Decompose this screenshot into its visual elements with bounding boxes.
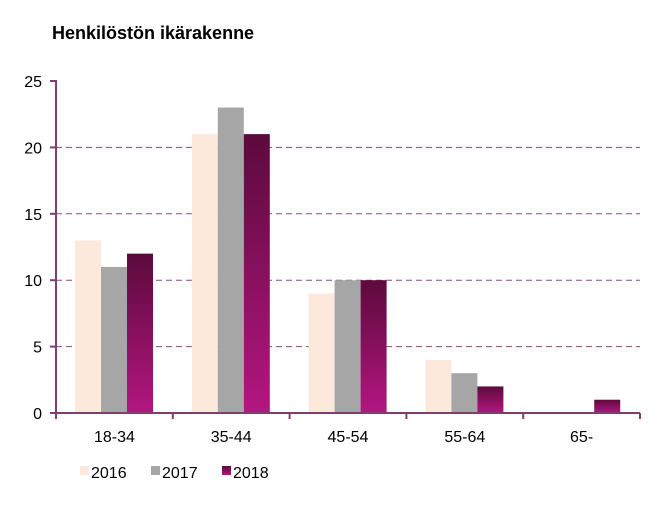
bar-2016-35-44: [191, 134, 218, 413]
bar-2017-35-44: [217, 107, 244, 413]
x-tick-label: 55-64: [444, 429, 485, 446]
y-tick-label: 0: [33, 406, 42, 423]
y-tick-label: 15: [24, 207, 42, 224]
legend-swatch-2018: [222, 466, 231, 475]
bar-2016-55-64: [425, 359, 452, 413]
bar-2017-18-34: [101, 266, 127, 413]
bar-2016-18-34: [75, 240, 101, 413]
legend: 2016 2017 2018: [80, 465, 269, 482]
x-tick-label: 35-44: [211, 429, 252, 446]
legend-swatch-2017: [151, 466, 160, 475]
y-tick-label: 10: [24, 273, 42, 290]
bar-2017-45-54: [334, 280, 361, 413]
legend-label-2018: 2018: [233, 465, 269, 482]
x-tick-label: 18-34: [94, 429, 135, 446]
bar-2018-45-54: [360, 280, 387, 413]
y-tick-label: 20: [24, 140, 42, 157]
bar-2018-35-44: [243, 134, 270, 413]
x-tick-label: 65-: [570, 429, 593, 446]
x-tick-label: 45-54: [328, 429, 369, 446]
bar-2018-55-64: [477, 386, 504, 413]
bar-2016-45-54: [308, 293, 335, 413]
chart-title: Henkilöstön ikärakenne: [52, 23, 254, 43]
legend-label-2016: 2016: [91, 465, 127, 482]
legend-label-2017: 2017: [162, 465, 198, 482]
y-tick-label: 25: [24, 74, 42, 91]
tick-labels: 0 5 10 15 20 25 18-34 35-44 45-54 55-64 65-: [24, 74, 593, 446]
axes: [50, 80, 641, 419]
legend-swatch-2016: [80, 466, 89, 475]
bars: [75, 107, 621, 413]
bar-2017-55-64: [451, 373, 478, 413]
bar-2018-65-: [594, 399, 621, 413]
bar-2018-18-34: [127, 253, 153, 413]
y-tick-label: 5: [33, 340, 42, 357]
